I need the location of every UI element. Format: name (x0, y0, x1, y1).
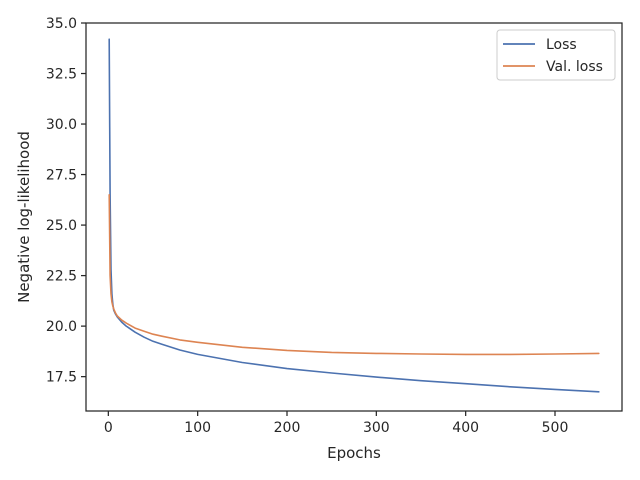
y-tick-label: 32.5 (46, 67, 77, 83)
legend: Loss Val. loss (496, 29, 616, 81)
plot-frame (85, 22, 623, 412)
y-tick-label: 27.5 (46, 168, 77, 184)
y-tick-label: 20.0 (46, 319, 77, 335)
x-axis-label: Epochs (327, 444, 381, 462)
series-line-val-loss (108, 194, 600, 356)
x-tick-label: 300 (363, 420, 390, 436)
y-tick-label: 17.5 (46, 370, 77, 386)
y-tick-label: 25.0 (46, 218, 77, 234)
legend-label: Val. loss (546, 59, 603, 75)
legend-box (496, 29, 616, 81)
x-tick-label: 0 (104, 420, 113, 436)
x-tick-label: 200 (274, 420, 301, 436)
x-tick-label: 100 (184, 420, 211, 436)
series-lines (108, 38, 600, 393)
x-tick-label: 400 (452, 420, 479, 436)
x-axis-ticks: 0 100 200 300 400 500 (104, 411, 568, 436)
y-tick-label: 22.5 (46, 269, 77, 285)
y-tick-label: 35.0 (46, 16, 77, 32)
series-line-loss (108, 38, 600, 393)
x-tick-label: 500 (542, 420, 569, 436)
y-axis-label: Negative log-likelihood (15, 131, 33, 303)
y-tick-label: 30.0 (46, 117, 77, 133)
y-axis-ticks: 17.5 20.0 22.5 25.0 27.5 30.0 32.5 35.0 (46, 16, 86, 386)
legend-label: Loss (546, 37, 577, 53)
